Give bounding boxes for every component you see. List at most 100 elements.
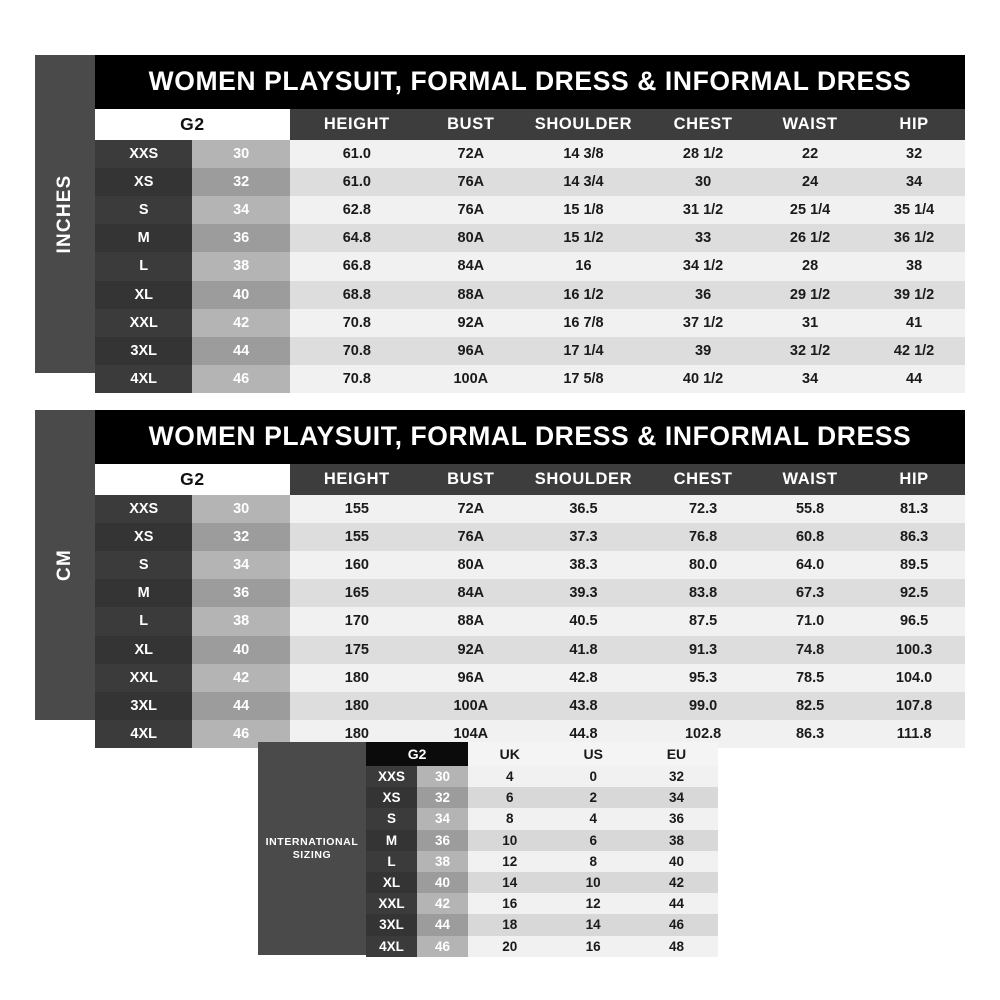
- table-row: XS 32 155 76A 37.3 76.8 60.8 86.3: [95, 522, 965, 551]
- international-uk-value: 20: [468, 935, 552, 957]
- table-row: XXL 42 70.8 92A 16 7/8 37 1/2 31 41: [95, 308, 965, 337]
- inches-measurement-table: G2 HEIGHT BUST SHOULDER CHEST WAIST HIP …: [95, 108, 965, 394]
- inches-g2-value: 44: [192, 336, 290, 366]
- international-sizing-label: INTERNATIONAL SIZING: [258, 836, 366, 862]
- inches-size-label: XXS: [95, 139, 193, 168]
- cm-hip-value: 111.8: [863, 720, 965, 749]
- cm-unit-label: CM: [54, 549, 75, 581]
- international-eu-value: 46: [634, 914, 718, 936]
- international-uk-value: 18: [468, 914, 552, 936]
- international-uk-value: 12: [468, 850, 552, 873]
- inches-shoulder-value: 15 1/8: [517, 195, 650, 225]
- cm-hip-value: 107.8: [863, 691, 965, 721]
- cm-unit-rail: CM: [35, 410, 95, 720]
- inches-g2-value: 36: [192, 224, 290, 253]
- international-sizing-label-line1: INTERNATIONAL: [265, 835, 359, 848]
- inches-g2-value: 46: [192, 365, 290, 394]
- inches-height-value: 66.8: [289, 252, 424, 281]
- inches-height-value: 68.8: [289, 280, 424, 309]
- cm-chest-value: 99.0: [649, 691, 758, 721]
- table-row: XXS 30 61.0 72A 14 3/8 28 1/2 22 32: [95, 139, 965, 168]
- international-g2-value: 30: [417, 766, 469, 788]
- cm-waist-value: 86.3: [757, 720, 864, 749]
- cm-chest-value: 95.3: [649, 663, 758, 692]
- table-row: XXS 30 4 0 32: [366, 766, 718, 788]
- cm-chest-value: 80.0: [649, 550, 758, 580]
- cm-size-label: XS: [95, 522, 193, 551]
- international-g2-value: 42: [417, 893, 469, 915]
- international-g2-value: 36: [417, 829, 469, 851]
- cm-height-value: 160: [289, 550, 424, 580]
- international-g2-value: 38: [417, 850, 469, 873]
- inches-size-label: XXL: [95, 308, 193, 337]
- table-row: S 34 160 80A 38.3 80.0 64.0 89.5: [95, 550, 965, 580]
- cm-g2-value: 34: [192, 550, 290, 580]
- table-row: L 38 170 88A 40.5 87.5 71.0 96.5: [95, 607, 965, 636]
- inches-unit-label: INCHES: [54, 174, 75, 254]
- table-row: 4XL 46 70.8 100A 17 5/8 40 1/2 34 44: [95, 365, 965, 394]
- cm-height-value: 175: [289, 635, 424, 664]
- international-eu-value: 48: [634, 935, 718, 957]
- table-row: XL 40 14 10 42: [366, 872, 718, 894]
- international-uk-value: 14: [468, 872, 552, 894]
- international-eu-value: 38: [634, 829, 718, 851]
- inches-hip-value: 44: [863, 365, 965, 394]
- cm-hip-value: 92.5: [863, 579, 965, 608]
- cm-hip-value: 86.3: [863, 522, 965, 551]
- inches-height-value: 62.8: [289, 195, 424, 225]
- international-g2-value: 46: [417, 935, 469, 957]
- cm-size-label: XXL: [95, 663, 193, 692]
- inches-header-bust: BUST: [423, 108, 518, 140]
- inches-size-label: 3XL: [95, 336, 193, 366]
- table-row: 4XL 46 20 16 48: [366, 935, 718, 957]
- international-eu-value: 36: [634, 808, 718, 830]
- international-uk-value: 16: [468, 893, 552, 915]
- inches-waist-value: 25 1/4: [757, 195, 864, 225]
- inches-size-label: M: [95, 224, 193, 253]
- cm-height-value: 170: [289, 607, 424, 636]
- international-header-us: US: [551, 742, 635, 766]
- cm-chart-body: WOMEN PLAYSUIT, FORMAL DRESS & INFORMAL …: [95, 410, 965, 749]
- international-sizing-table: G2 UK US EU XXS 30 4 0 32 XS 32 6 2 34 S 34 8 4 36 M 36 1…: [366, 742, 718, 957]
- international-sizing-label-line2: SIZING: [292, 848, 332, 861]
- cm-header-height: HEIGHT: [289, 463, 424, 495]
- cm-height-value: 155: [289, 522, 424, 551]
- international-size-label: XL: [366, 872, 418, 894]
- international-size-label: 3XL: [366, 914, 418, 936]
- cm-chest-value: 87.5: [649, 607, 758, 636]
- international-eu-value: 40: [634, 850, 718, 873]
- inches-size-chart: INCHES WOMEN PLAYSUIT, FORMAL DRESS & IN…: [35, 55, 965, 394]
- cm-chest-value: 72.3: [649, 494, 758, 523]
- cm-hip-value: 89.5: [863, 550, 965, 580]
- inches-shoulder-value: 16: [517, 252, 650, 281]
- cm-chart-title: WOMEN PLAYSUIT, FORMAL DRESS & INFORMAL …: [95, 410, 965, 464]
- cm-bust-value: 72A: [423, 494, 518, 523]
- table-row: M 36 165 84A 39.3 83.8 67.3 92.5: [95, 579, 965, 608]
- international-header-eu: EU: [634, 742, 718, 766]
- inches-hip-value: 32: [863, 139, 965, 168]
- inches-hip-value: 38: [863, 252, 965, 281]
- table-row: S 34 62.8 76A 15 1/8 31 1/2 25 1/4 35 1/4: [95, 195, 965, 225]
- table-row: XXS 30 155 72A 36.5 72.3 55.8 81.3: [95, 494, 965, 523]
- inches-chest-value: 34 1/2: [649, 252, 758, 281]
- cm-size-label: 3XL: [95, 691, 193, 721]
- international-size-label: S: [366, 808, 418, 830]
- inches-bust-value: 92A: [423, 308, 518, 337]
- inches-header-chest: CHEST: [649, 108, 758, 140]
- cm-waist-value: 71.0: [757, 607, 864, 636]
- international-size-label: 4XL: [366, 935, 418, 957]
- cm-g2-value: 40: [192, 635, 290, 664]
- table-row: XS 32 61.0 76A 14 3/4 30 24 34: [95, 167, 965, 196]
- cm-waist-value: 60.8: [757, 522, 864, 551]
- inches-shoulder-value: 17 5/8: [517, 365, 650, 394]
- inches-g2-value: 40: [192, 280, 290, 309]
- inches-g2-value: 32: [192, 167, 290, 196]
- cm-shoulder-value: 43.8: [517, 691, 650, 721]
- cm-g2-value: 38: [192, 607, 290, 636]
- international-g2-value: 34: [417, 808, 469, 830]
- cm-header-waist: WAIST: [757, 463, 864, 495]
- international-us-value: 4: [551, 808, 635, 830]
- inches-chest-value: 40 1/2: [649, 365, 758, 394]
- international-size-label: XS: [366, 787, 418, 809]
- cm-g2-value: 32: [192, 522, 290, 551]
